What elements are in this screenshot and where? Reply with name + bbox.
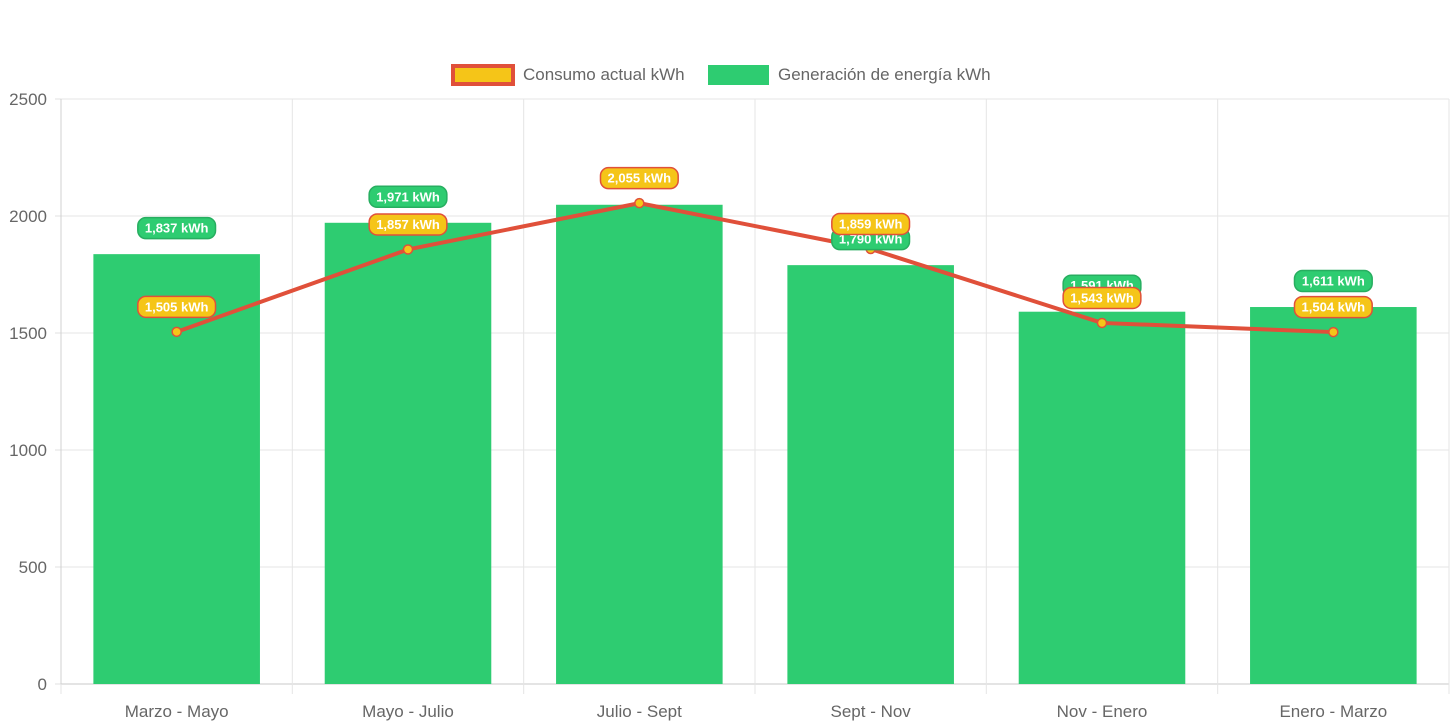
data-label-generacion-bg: [368, 185, 448, 209]
data-label-generacion-text: 1,790 kWh: [839, 232, 903, 247]
data-label-generacion-bg: [1293, 269, 1373, 293]
data-label-consumo: 1,543 kWh: [1062, 286, 1142, 310]
x-tick-label: Julio - Sept: [597, 702, 682, 721]
data-label-consumo-text: 1,505 kWh: [145, 299, 209, 314]
bar-generacion[interactable]: [1018, 311, 1186, 684]
legend-item-generacion[interactable]: Generación de energía kWh: [708, 65, 991, 85]
data-label-consumo: 1,859 kWh: [831, 212, 911, 236]
legend-item-consumo[interactable]: Consumo actual kWh: [451, 64, 685, 86]
x-tick-label: Mayo - Julio: [362, 702, 454, 721]
point-consumo[interactable]: [402, 244, 414, 255]
data-label-consumo: 1,857 kWh: [368, 213, 448, 236]
point-consumo[interactable]: [634, 197, 645, 209]
data-label-consumo-text: 1,859 kWh: [839, 216, 903, 231]
axes: 0 500 1000 1500 2000 2500 Marzo - Mayo Mayo - J…: [9, 90, 1387, 721]
data-label-consumo-bg: [368, 213, 448, 236]
bar-generacion[interactable]: [93, 254, 260, 684]
x-tick-label: Enero - Marzo: [1279, 702, 1387, 721]
data-label-consumo-bg: [1062, 286, 1142, 310]
data-label-generacion-text: 1,971 kWh: [376, 189, 440, 204]
x-tick-label: Marzo - Mayo: [125, 702, 229, 721]
data-label-consumo-bg: [831, 212, 911, 236]
data-label-generacion-bg: [137, 216, 217, 240]
data-label-consumo: 1,505 kWh: [137, 295, 217, 319]
data-label-generacion: 1,611 kWh: [1293, 269, 1373, 293]
data-label-generacion-text: 1,837 kWh: [145, 221, 209, 236]
y-tick-label: 2000: [9, 207, 47, 226]
y-tick-label: 1500: [9, 324, 47, 343]
y-tick-label: 1000: [9, 441, 47, 460]
bar-series: [93, 204, 1417, 684]
point-consumo[interactable]: [1328, 326, 1339, 338]
data-label-consumo-bg: [599, 166, 679, 190]
legend[interactable]: Consumo actual kWh Generación de energía …: [451, 64, 991, 86]
data-label-consumo-bg: [1293, 295, 1373, 319]
data-label-consumo-text: 1,543 kWh: [1070, 290, 1134, 305]
data-label-consumo-text: 1,857 kWh: [376, 217, 440, 232]
y-tick-label: 500: [19, 558, 47, 577]
data-label-consumo-bg: [137, 295, 217, 319]
legend-swatch-consumo: [451, 64, 515, 86]
data-label-generacion: 1,837 kWh: [137, 216, 217, 240]
data-label-generacion-text: 1,611 kWh: [1302, 274, 1365, 289]
point-consumo[interactable]: [1096, 317, 1108, 329]
line-series: [171, 197, 1339, 338]
data-label-generacion: 1,971 kWh: [368, 185, 448, 209]
grid: [60, 98, 1450, 694]
bar-generacion[interactable]: [787, 265, 954, 684]
data-label-consumo: 2,055 kWh: [599, 166, 679, 190]
legend-label-consumo: Consumo actual kWh: [523, 65, 685, 84]
data-label-consumo-text: 2,055 kWh: [608, 171, 672, 186]
bar-generacion[interactable]: [1250, 307, 1417, 684]
y-tick-label: 0: [38, 675, 47, 694]
legend-swatch-generacion: [708, 65, 769, 85]
y-tick-label: 2500: [9, 90, 47, 109]
legend-label-generacion: Generación de energía kWh: [778, 65, 991, 84]
data-label-consumo: 1,504 kWh: [1293, 295, 1373, 319]
data-label-consumo-text: 1,504 kWh: [1302, 300, 1366, 315]
bar-generacion[interactable]: [556, 204, 723, 684]
bar-generacion[interactable]: [324, 222, 492, 684]
point-consumo[interactable]: [171, 326, 182, 338]
line-consumo: [175, 201, 1334, 335]
x-tick-label: Nov - Enero: [1057, 702, 1148, 721]
x-tick-label: Sept - Nov: [831, 702, 912, 721]
